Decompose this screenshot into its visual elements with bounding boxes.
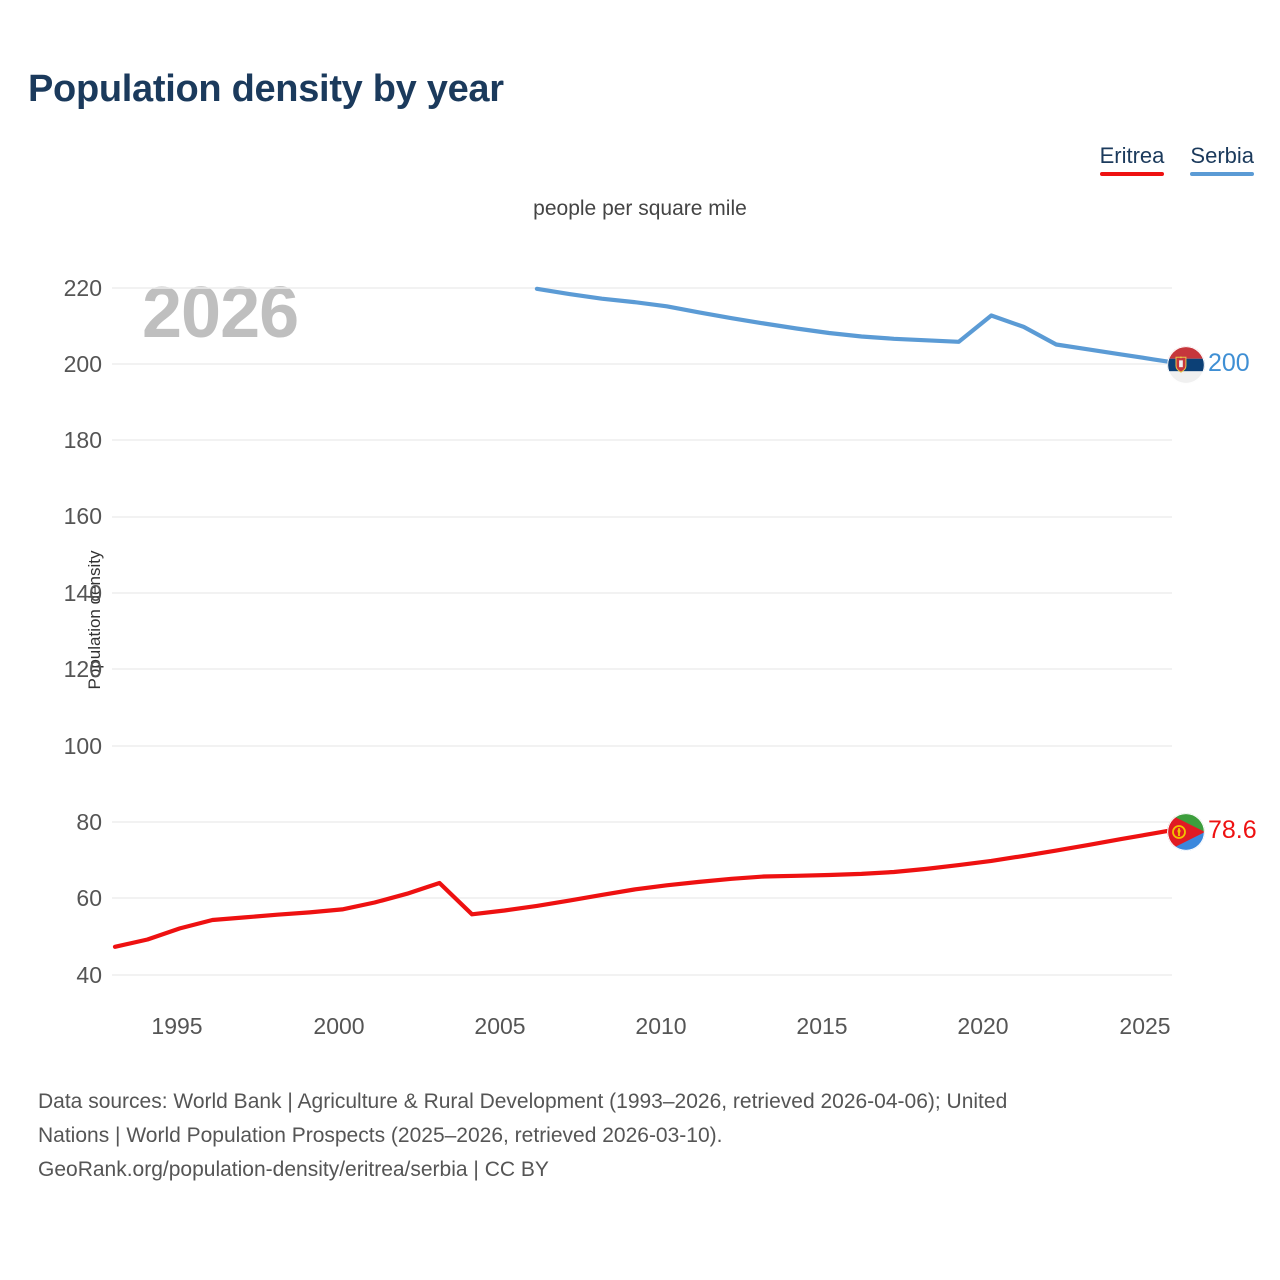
y-tick-60: 60 <box>76 885 102 911</box>
legend-label-eritrea: Eritrea <box>1099 143 1165 168</box>
x-tick-2000: 2000 <box>313 1013 365 1039</box>
x-tick-2020: 2020 <box>957 1013 1009 1039</box>
eritrea-flag-icon <box>1167 813 1205 851</box>
serbia-flag-icon <box>1167 346 1205 384</box>
page-title: Population density by year <box>28 68 504 110</box>
legend: Eritrea Serbia <box>1099 143 1254 176</box>
y-axis-label: Population density <box>85 550 104 690</box>
y-tick-140: 140 <box>63 580 102 606</box>
footer-line-2: Nations | World Population Prospects (20… <box>38 1124 723 1147</box>
axis-subtitle: people per square mile <box>0 197 1280 221</box>
y-tick-100: 100 <box>63 733 102 759</box>
axis-subtitle-text: people per square mile <box>533 197 747 220</box>
legend-label-serbia: Serbia <box>1190 143 1254 168</box>
x-tick-2015: 2015 <box>796 1013 848 1039</box>
y-tick-80: 80 <box>76 809 102 835</box>
y-tick-180: 180 <box>63 427 102 453</box>
x-tick-2005: 2005 <box>474 1013 526 1039</box>
series-line-eritrea <box>112 825 1189 949</box>
gridlines <box>112 287 1172 976</box>
footer-sources: Data sources: World Bank | Agriculture &… <box>38 1085 1253 1187</box>
footer-line-1: Data sources: World Bank | Agriculture &… <box>38 1090 1008 1113</box>
footer-line-3: GeoRank.org/population-density/eritrea/s… <box>38 1158 549 1181</box>
series-line-serbia <box>534 286 1189 367</box>
x-tick-1995: 1995 <box>151 1013 203 1039</box>
y-tick-200: 200 <box>63 351 102 377</box>
eritrea-endpoint-value: 78.6 <box>1208 816 1257 844</box>
legend-item-serbia[interactable]: Serbia <box>1190 143 1254 176</box>
x-tick-2025: 2025 <box>1119 1013 1171 1039</box>
y-tick-160: 160 <box>63 503 102 529</box>
x-tick-2010: 2010 <box>635 1013 687 1039</box>
year-watermark: 2026 <box>142 273 299 353</box>
y-tick-40: 40 <box>76 962 102 988</box>
legend-rule-serbia <box>1190 172 1254 176</box>
y-tick-220: 220 <box>63 275 102 301</box>
legend-rule-eritrea <box>1099 172 1165 176</box>
serbia-endpoint-value: 200 <box>1208 349 1250 377</box>
legend-item-eritrea[interactable]: Eritrea <box>1099 143 1165 176</box>
y-tick-120: 120 <box>63 656 102 682</box>
